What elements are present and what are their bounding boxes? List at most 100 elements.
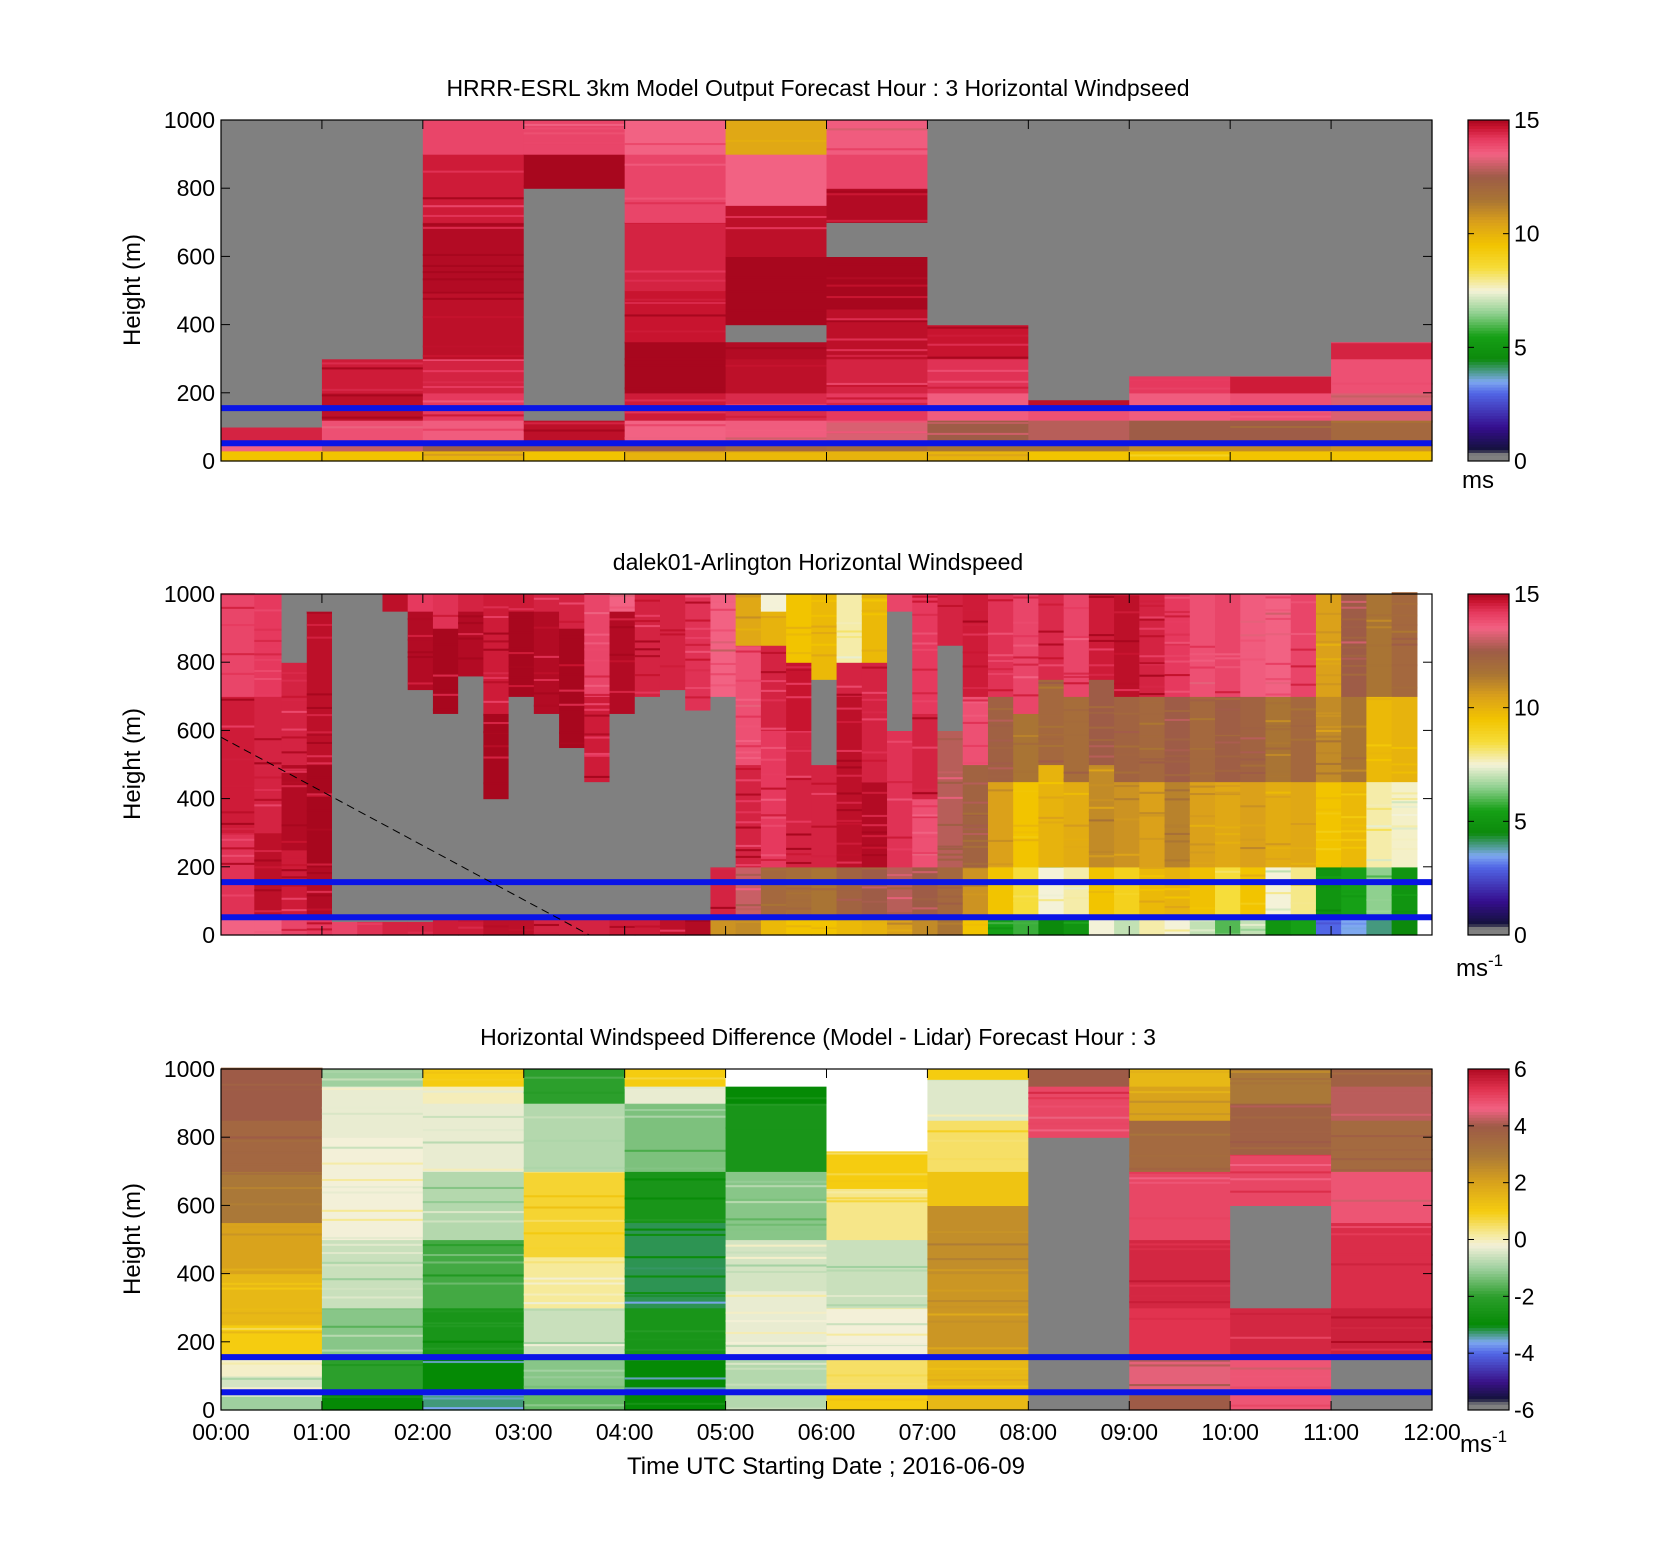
colorbar-swatch [1468, 1094, 1509, 1098]
heatmap-cell [927, 1273, 1029, 1360]
heatmap-band [609, 618, 636, 621]
heatmap-band [281, 897, 308, 900]
heatmap-cell [1088, 594, 1115, 680]
heatmap-band [584, 684, 611, 687]
heatmap-band [1164, 633, 1191, 636]
heatmap-band [321, 1236, 424, 1239]
colorbar-swatch [1468, 185, 1509, 189]
colorbar-swatch [1468, 418, 1509, 422]
heatmap-band [1215, 755, 1241, 758]
y-tick-label: 1000 [164, 107, 215, 133]
heatmap-band [1341, 846, 1367, 849]
heatmap-cell [422, 1307, 525, 1360]
heatmap-cell [1013, 781, 1040, 868]
heatmap-band [1088, 648, 1115, 651]
heatmap-cell [1139, 781, 1166, 868]
heatmap-band [321, 1112, 424, 1115]
y-tick-label: 0 [202, 922, 215, 948]
heatmap-band [826, 307, 929, 310]
heatmap-band [559, 635, 585, 639]
colorbar-swatch [1468, 1140, 1509, 1144]
heatmap-band [1013, 635, 1040, 638]
heatmap-band [306, 706, 333, 709]
colorbar-swatch [1468, 350, 1509, 354]
heatmap-band [221, 1331, 323, 1334]
colorbar-swatch [1468, 1378, 1509, 1383]
x-tick-label: 12:00 [1403, 1419, 1461, 1445]
heatmap-band [422, 1407, 525, 1410]
heatmap-band [254, 764, 283, 767]
heatmap-band [962, 839, 989, 842]
heatmap-band [523, 1369, 626, 1372]
heatmap-cell [221, 120, 323, 428]
heatmap-band [861, 698, 888, 701]
heatmap-band [1315, 735, 1342, 738]
heatmap-band [1129, 1100, 1231, 1103]
heatmap-band [483, 713, 510, 717]
colorbar-swatch [1468, 378, 1509, 382]
colorbar-swatch [1468, 1125, 1509, 1130]
heatmap-band [1164, 660, 1191, 663]
heatmap-band [725, 1185, 828, 1188]
heatmap-cell [987, 594, 1014, 697]
heatmap-band [221, 1203, 323, 1206]
heatmap-band [1189, 929, 1216, 932]
colorbar-swatch [1468, 247, 1509, 252]
heatmap-band [710, 867, 737, 870]
heatmap-band [927, 1367, 1029, 1370]
colorbar-swatch [1468, 1080, 1509, 1084]
heatmap-band [937, 845, 964, 848]
colorbar-swatch [1468, 892, 1509, 896]
heatmap-cell [912, 713, 939, 800]
heatmap-band [786, 853, 812, 856]
heatmap-cell [861, 594, 888, 663]
heatmap-band [1139, 791, 1166, 794]
colorbar-swatch [1468, 452, 1509, 456]
heatmap-band [432, 693, 459, 696]
heatmap-band [962, 633, 989, 636]
heatmap-band [962, 761, 989, 764]
heatmap-band [1129, 1217, 1231, 1220]
colorbar-swatch [1468, 829, 1509, 834]
colorbar-swatch [1468, 858, 1509, 862]
heatmap-cell [1129, 375, 1231, 394]
heatmap-band [735, 698, 762, 701]
heatmap-band [1013, 922, 1040, 925]
heatmap-band [221, 811, 255, 814]
heatmap-band [422, 1244, 525, 1247]
colorbar-swatch [1468, 1154, 1509, 1158]
heatmap-cell [422, 1171, 525, 1241]
heatmap-band [221, 1151, 323, 1154]
colorbar-swatch [1468, 120, 1509, 124]
heatmap-cell [1331, 1358, 1433, 1411]
heatmap-band [1164, 896, 1191, 899]
heatmap-band [1189, 862, 1216, 865]
heatmap-band [1290, 708, 1317, 711]
heatmap-band [1331, 1149, 1433, 1152]
heatmap-band [937, 771, 964, 774]
heatmap-cell [624, 120, 727, 155]
colorbar-swatch [1468, 449, 1509, 453]
colorbar-tick-label: 15 [1514, 581, 1540, 607]
heatmap-band [1189, 919, 1216, 922]
colorbar-swatch [1468, 1108, 1509, 1113]
heatmap-band [912, 814, 939, 817]
heatmap-band [1063, 697, 1090, 700]
heatmap-band [1331, 1135, 1433, 1138]
heatmap-band [735, 920, 762, 923]
heatmap-cell [1290, 866, 1317, 916]
heatmap-band [1129, 1284, 1231, 1287]
colorbar-swatch [1468, 1233, 1509, 1238]
heatmap-band [281, 884, 308, 887]
heatmap-band [786, 925, 812, 928]
heatmap-band [659, 665, 686, 668]
heatmap-band [221, 832, 255, 836]
colorbar-swatch [1468, 458, 1509, 462]
heatmap-cell [221, 594, 255, 697]
colorbar-swatch [1468, 1310, 1509, 1314]
heatmap-cell [624, 1086, 727, 1104]
heatmap-band [1129, 379, 1231, 382]
colorbar-swatch [1468, 156, 1509, 161]
heatmap-band [937, 886, 964, 889]
heatmap-band [735, 873, 762, 876]
